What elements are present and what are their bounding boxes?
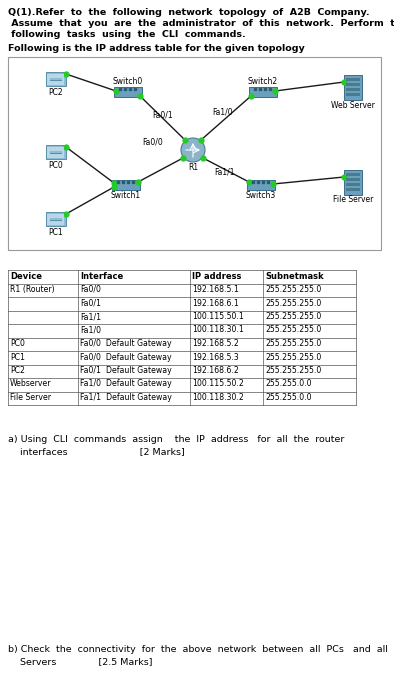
FancyBboxPatch shape — [50, 151, 62, 153]
FancyBboxPatch shape — [48, 214, 65, 225]
FancyBboxPatch shape — [48, 146, 65, 158]
FancyBboxPatch shape — [112, 180, 140, 190]
Text: Fa1/0: Fa1/0 — [80, 326, 101, 335]
Text: Servers              [2.5 Marks]: Servers [2.5 Marks] — [8, 657, 152, 666]
Text: interfaces                        [2 Marks]: interfaces [2 Marks] — [8, 447, 185, 456]
FancyBboxPatch shape — [346, 93, 360, 95]
Text: 255.255.255.0: 255.255.255.0 — [265, 366, 321, 375]
FancyBboxPatch shape — [346, 173, 360, 176]
Text: 100.118.30.1: 100.118.30.1 — [192, 326, 244, 335]
Text: Fa0/1: Fa0/1 — [80, 298, 101, 307]
Text: File Server: File Server — [10, 393, 51, 402]
Text: Switch3: Switch3 — [246, 191, 276, 200]
Text: Switch0: Switch0 — [113, 77, 143, 86]
FancyBboxPatch shape — [346, 78, 360, 80]
Text: 255.255.0.0: 255.255.0.0 — [265, 379, 312, 389]
Text: Fa1/1: Fa1/1 — [215, 167, 235, 176]
FancyBboxPatch shape — [50, 218, 62, 220]
Text: 192.168.5.2: 192.168.5.2 — [192, 339, 239, 348]
Text: R1: R1 — [188, 163, 198, 172]
Bar — [8, 57, 381, 250]
Text: Following is the IP address table for the given topology: Following is the IP address table for th… — [8, 44, 305, 53]
Text: IP address: IP address — [192, 272, 242, 281]
Text: Fa0/0  Default Gateway: Fa0/0 Default Gateway — [80, 339, 172, 348]
Text: 255.255.255.0: 255.255.255.0 — [265, 298, 321, 307]
Text: 255.255.255.0: 255.255.255.0 — [265, 326, 321, 335]
FancyBboxPatch shape — [344, 169, 362, 195]
FancyBboxPatch shape — [46, 145, 66, 159]
FancyBboxPatch shape — [346, 188, 360, 190]
Text: a) Using  CLI  commands  assign    the  IP  address   for  all  the  router: a) Using CLI commands assign the IP addr… — [8, 435, 344, 444]
Text: Fa1/0: Fa1/0 — [213, 108, 233, 116]
Text: Web Server: Web Server — [331, 101, 375, 109]
Text: Interface: Interface — [80, 272, 123, 281]
FancyBboxPatch shape — [46, 72, 66, 86]
FancyBboxPatch shape — [50, 78, 62, 80]
Text: 255.255.255.0: 255.255.255.0 — [265, 312, 321, 321]
FancyBboxPatch shape — [46, 212, 66, 226]
Text: PC1: PC1 — [10, 353, 25, 361]
Text: 255.255.0.0: 255.255.0.0 — [265, 393, 312, 402]
FancyBboxPatch shape — [346, 83, 360, 85]
Bar — [8, 270, 356, 405]
FancyBboxPatch shape — [344, 74, 362, 99]
Text: 255.255.255.0: 255.255.255.0 — [265, 353, 321, 361]
Text: Fa1/1: Fa1/1 — [80, 312, 101, 321]
Text: 100.115.50.1: 100.115.50.1 — [192, 312, 244, 321]
Text: Fa0/1  Default Gateway: Fa0/1 Default Gateway — [80, 366, 172, 375]
Text: PC1: PC1 — [49, 228, 63, 237]
FancyBboxPatch shape — [249, 87, 277, 97]
Text: PC0: PC0 — [48, 161, 63, 170]
Text: Webserver: Webserver — [10, 379, 52, 389]
Text: Device: Device — [10, 272, 42, 281]
FancyBboxPatch shape — [346, 178, 360, 181]
Text: Subnetmask: Subnetmask — [265, 272, 323, 281]
Text: 255.255.255.0: 255.255.255.0 — [265, 339, 321, 348]
Text: Fa0/0: Fa0/0 — [80, 285, 101, 294]
Circle shape — [181, 138, 205, 162]
Text: following  tasks  using  the  CLI  commands.: following tasks using the CLI commands. — [8, 30, 246, 39]
Text: R1 (Router): R1 (Router) — [10, 285, 55, 294]
Text: Assume  that  you  are  the  administrator  of  this  network.  Perform  the: Assume that you are the administrator of… — [8, 19, 394, 28]
Text: b) Check  the  connectivity  for  the  above  network  between  all  PCs   and  : b) Check the connectivity for the above … — [8, 645, 388, 654]
FancyBboxPatch shape — [247, 180, 275, 190]
Text: 100.115.50.2: 100.115.50.2 — [192, 379, 244, 389]
FancyBboxPatch shape — [346, 183, 360, 186]
Text: 192.168.5.1: 192.168.5.1 — [192, 285, 239, 294]
Text: Fa0/1: Fa0/1 — [153, 111, 173, 120]
Text: PC2: PC2 — [10, 366, 25, 375]
Text: Fa0/0: Fa0/0 — [143, 137, 164, 146]
Text: PC2: PC2 — [49, 88, 63, 97]
Text: Switch2: Switch2 — [248, 77, 278, 86]
Text: 192.168.6.2: 192.168.6.2 — [192, 366, 239, 375]
Text: 192.168.5.3: 192.168.5.3 — [192, 353, 239, 361]
Text: PC0: PC0 — [10, 339, 25, 348]
Text: Q(1).Refer  to  the  following  network  topology  of  A2B  Company.: Q(1).Refer to the following network topo… — [8, 8, 370, 17]
Text: File Server: File Server — [333, 195, 373, 204]
Text: Fa1/1  Default Gateway: Fa1/1 Default Gateway — [80, 393, 172, 402]
FancyBboxPatch shape — [48, 74, 65, 85]
Text: Fa1/0  Default Gateway: Fa1/0 Default Gateway — [80, 379, 172, 389]
Text: Switch1: Switch1 — [111, 191, 141, 200]
FancyBboxPatch shape — [114, 87, 142, 97]
Text: 192.168.6.1: 192.168.6.1 — [192, 298, 239, 307]
FancyBboxPatch shape — [346, 88, 360, 90]
Text: Fa0/0  Default Gateway: Fa0/0 Default Gateway — [80, 353, 172, 361]
Text: 100.118.30.2: 100.118.30.2 — [192, 393, 244, 402]
Text: 255.255.255.0: 255.255.255.0 — [265, 285, 321, 294]
